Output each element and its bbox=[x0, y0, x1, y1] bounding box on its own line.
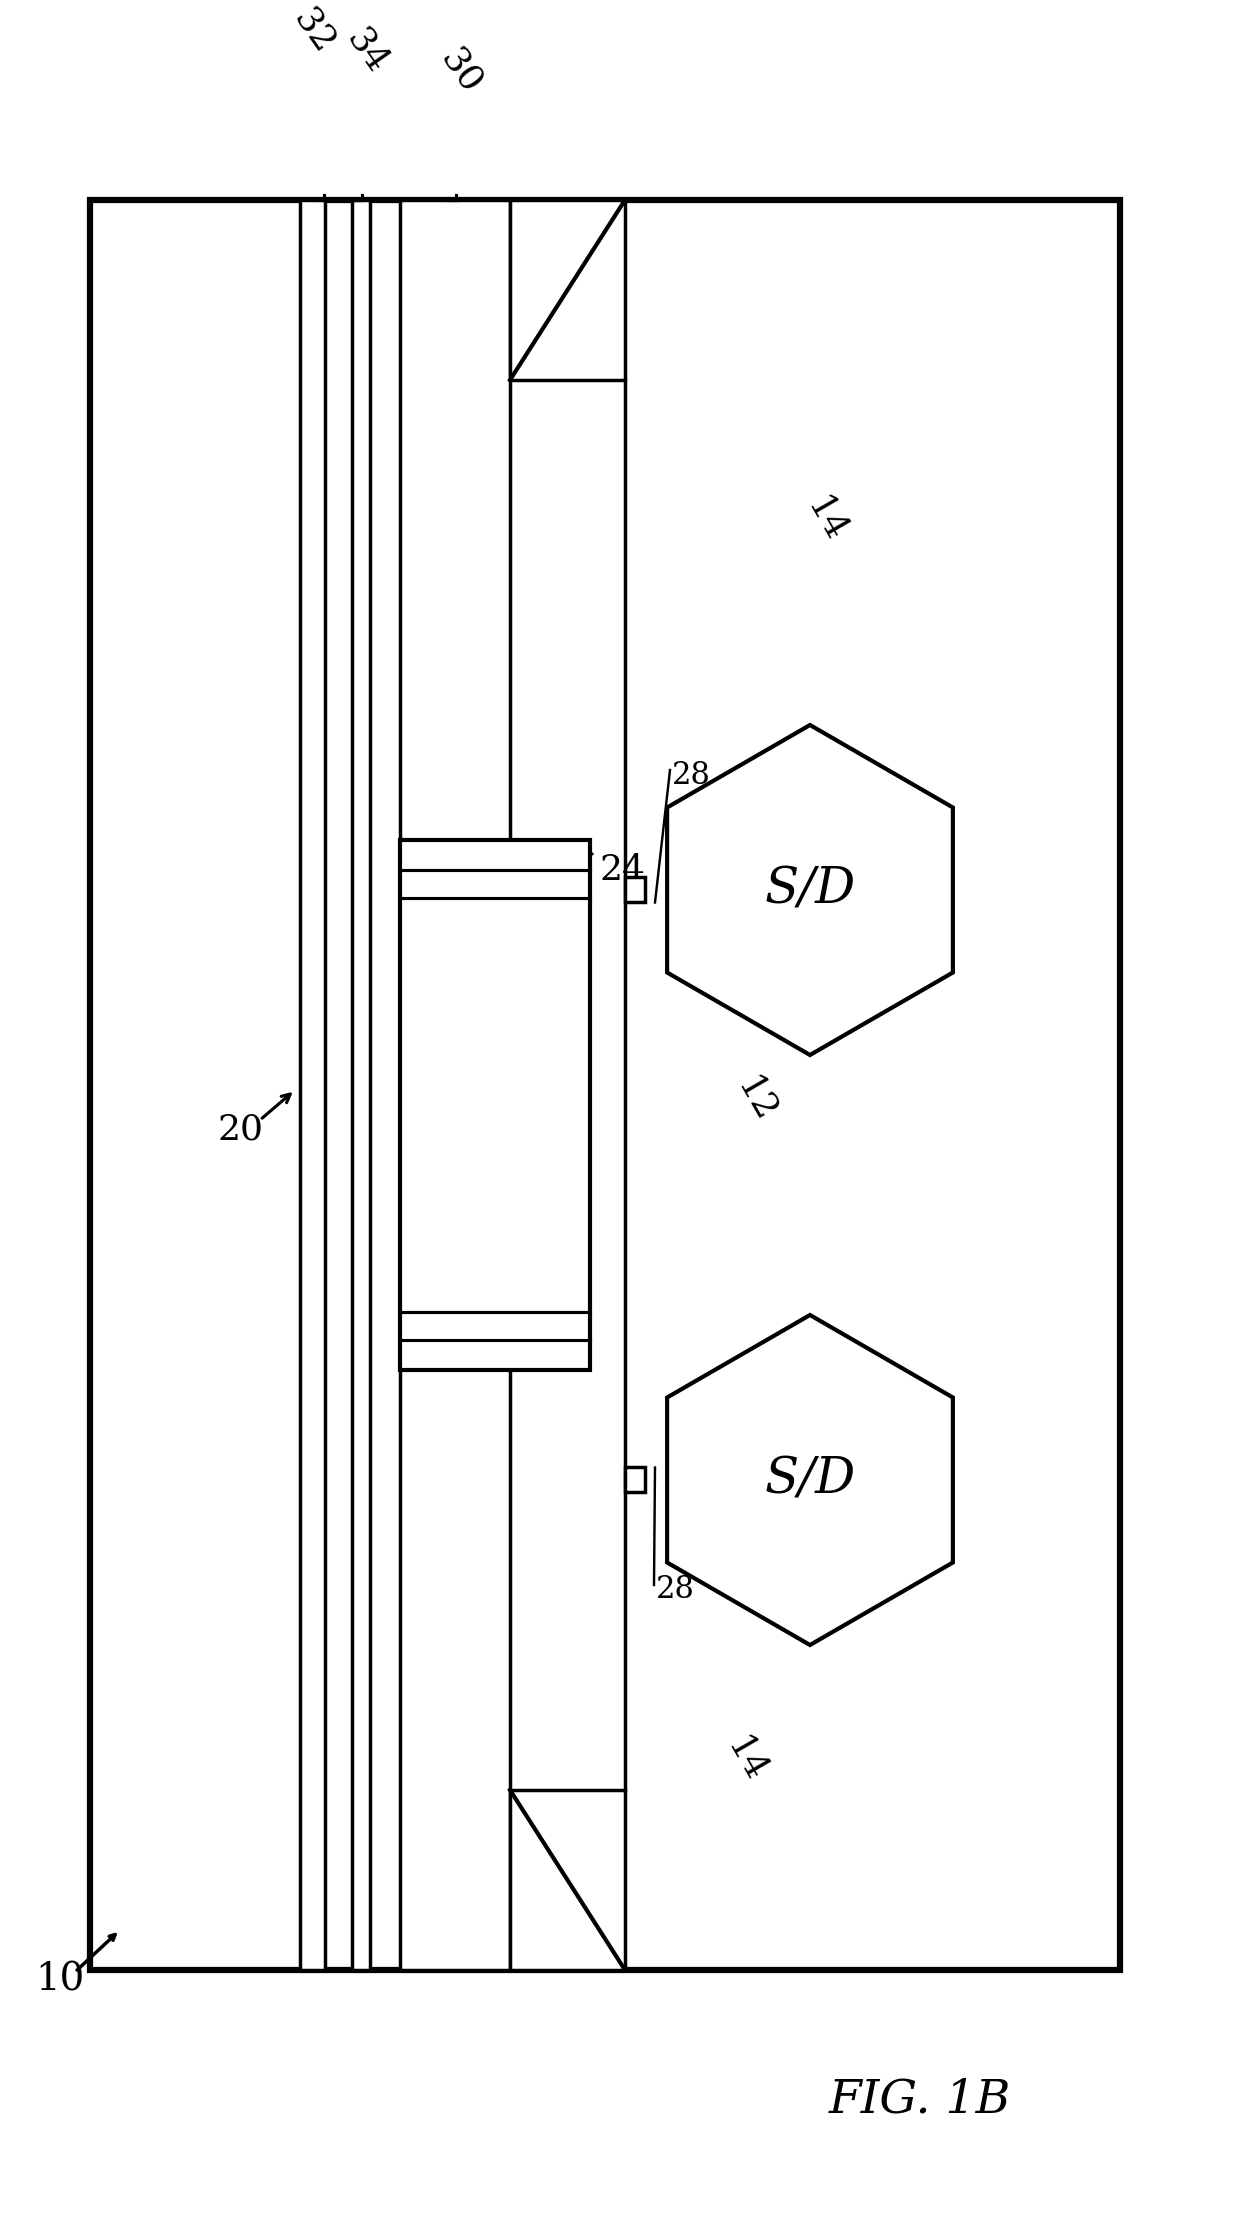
Bar bbox=[401, 841, 590, 1371]
Polygon shape bbox=[667, 725, 952, 1056]
Text: 32: 32 bbox=[286, 2, 341, 60]
Bar bbox=[300, 200, 325, 1970]
Text: 20: 20 bbox=[217, 1113, 263, 1147]
Polygon shape bbox=[510, 1790, 625, 1970]
Text: 10: 10 bbox=[35, 1961, 84, 1998]
Text: S/D: S/D bbox=[764, 865, 856, 914]
Text: 14: 14 bbox=[720, 1732, 773, 1788]
Text: 12: 12 bbox=[730, 1071, 782, 1129]
Text: S/D: S/D bbox=[764, 1455, 856, 1504]
Text: 34: 34 bbox=[340, 22, 394, 80]
Bar bbox=[91, 200, 1120, 1970]
Text: 22: 22 bbox=[464, 1091, 516, 1149]
Text: 28: 28 bbox=[656, 1575, 694, 1606]
Bar bbox=[352, 200, 370, 1970]
Text: FIG. 1B: FIG. 1B bbox=[828, 2078, 1011, 2123]
Bar bbox=[401, 200, 510, 1970]
Text: 14: 14 bbox=[800, 492, 852, 548]
Polygon shape bbox=[510, 200, 625, 379]
Text: 24: 24 bbox=[600, 854, 646, 887]
Polygon shape bbox=[667, 1315, 952, 1646]
Text: 28: 28 bbox=[672, 759, 711, 790]
Bar bbox=[625, 1466, 645, 1493]
Text: 30: 30 bbox=[434, 42, 489, 100]
Bar bbox=[625, 876, 645, 903]
